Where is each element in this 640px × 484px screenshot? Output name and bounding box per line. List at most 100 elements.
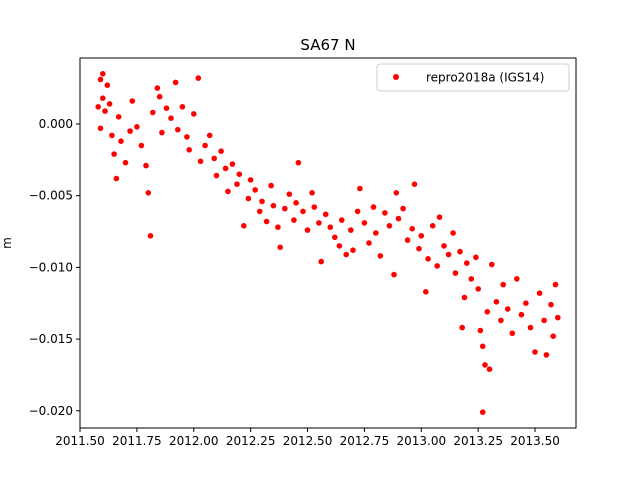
data-point xyxy=(504,306,511,312)
data-point xyxy=(104,82,111,88)
data-point xyxy=(159,129,165,136)
data-points xyxy=(95,71,561,416)
data-point xyxy=(100,95,106,101)
data-point xyxy=(222,165,229,172)
data-point xyxy=(211,155,217,162)
data-point xyxy=(459,324,466,331)
data-point xyxy=(457,248,463,255)
data-point xyxy=(218,148,224,154)
data-point xyxy=(234,181,240,187)
data-point xyxy=(268,182,274,189)
data-point xyxy=(213,172,220,179)
x-tick-label: 2012.25 xyxy=(226,434,276,448)
legend-label: repro2018a (IGS14) xyxy=(426,71,544,85)
data-point xyxy=(286,191,293,197)
data-point xyxy=(350,247,356,253)
data-point xyxy=(184,134,190,140)
data-point xyxy=(400,205,406,212)
data-point xyxy=(256,208,263,215)
data-point xyxy=(500,281,507,288)
data-point xyxy=(277,244,284,251)
data-point xyxy=(423,289,429,295)
data-point xyxy=(143,162,149,169)
data-point xyxy=(138,142,145,149)
y-axis-ticks: 0.000 −0.005 −0.010 −0.015 −0.020 xyxy=(29,117,80,418)
data-point xyxy=(461,294,468,301)
data-point xyxy=(386,223,393,229)
y-axis-label: m xyxy=(0,237,14,249)
data-point xyxy=(168,115,174,121)
data-point xyxy=(332,234,338,241)
data-point xyxy=(106,101,113,107)
data-point xyxy=(100,71,106,77)
data-point xyxy=(102,108,108,114)
data-point xyxy=(489,261,495,268)
data-point xyxy=(338,217,345,223)
data-point xyxy=(247,177,254,183)
data-point xyxy=(295,159,302,166)
data-point xyxy=(486,366,493,373)
x-tick-label: 2013.00 xyxy=(396,434,446,448)
data-point xyxy=(150,109,156,116)
data-point xyxy=(293,200,299,206)
data-point xyxy=(172,79,179,86)
data-point xyxy=(343,251,350,258)
data-point xyxy=(252,187,258,193)
y-tick-label: −0.020 xyxy=(29,404,73,418)
data-point xyxy=(122,159,129,166)
data-point xyxy=(391,271,397,278)
data-point xyxy=(493,299,500,305)
data-point xyxy=(425,255,431,262)
data-point xyxy=(275,224,281,230)
data-point xyxy=(291,217,297,223)
data-point xyxy=(475,286,482,292)
data-point xyxy=(195,75,202,81)
data-point xyxy=(361,220,368,226)
x-tick-label: 2011.50 xyxy=(55,434,105,448)
data-point xyxy=(113,175,120,182)
data-point xyxy=(115,114,122,120)
data-point xyxy=(354,208,361,215)
data-point xyxy=(509,330,516,337)
data-point xyxy=(129,98,136,104)
data-point xyxy=(316,220,322,226)
data-point xyxy=(479,343,486,350)
data-point xyxy=(464,260,470,266)
data-point xyxy=(536,290,543,297)
data-point xyxy=(318,258,325,265)
x-tick-label: 2013.50 xyxy=(510,434,560,448)
data-point xyxy=(373,230,379,236)
data-point xyxy=(245,195,252,202)
data-point xyxy=(541,317,547,324)
data-point xyxy=(555,314,561,321)
data-point xyxy=(225,188,231,195)
x-tick-label: 2011.75 xyxy=(112,434,162,448)
data-point xyxy=(445,251,452,258)
data-point xyxy=(452,270,459,276)
data-point xyxy=(436,214,443,220)
y-tick-label: −0.010 xyxy=(29,260,73,274)
data-point xyxy=(382,210,388,216)
data-point xyxy=(259,198,265,205)
data-point xyxy=(550,333,556,340)
data-point xyxy=(175,126,181,133)
data-point xyxy=(404,237,411,243)
data-point xyxy=(134,124,140,130)
data-point xyxy=(163,105,170,111)
data-point xyxy=(498,317,504,324)
legend: repro2018a (IGS14) xyxy=(376,63,570,92)
x-tick-label: 2012.75 xyxy=(340,434,390,448)
data-point xyxy=(418,233,425,239)
data-point xyxy=(97,76,104,83)
data-point xyxy=(527,324,534,331)
data-point xyxy=(429,223,436,229)
plot-frame xyxy=(79,57,577,429)
data-point xyxy=(263,218,270,225)
data-point xyxy=(191,111,197,117)
data-point xyxy=(327,224,334,230)
y-tick-label: 0.000 xyxy=(39,117,73,131)
y-tick-label: −0.005 xyxy=(29,189,73,203)
data-point xyxy=(548,301,554,308)
data-point xyxy=(236,171,243,177)
